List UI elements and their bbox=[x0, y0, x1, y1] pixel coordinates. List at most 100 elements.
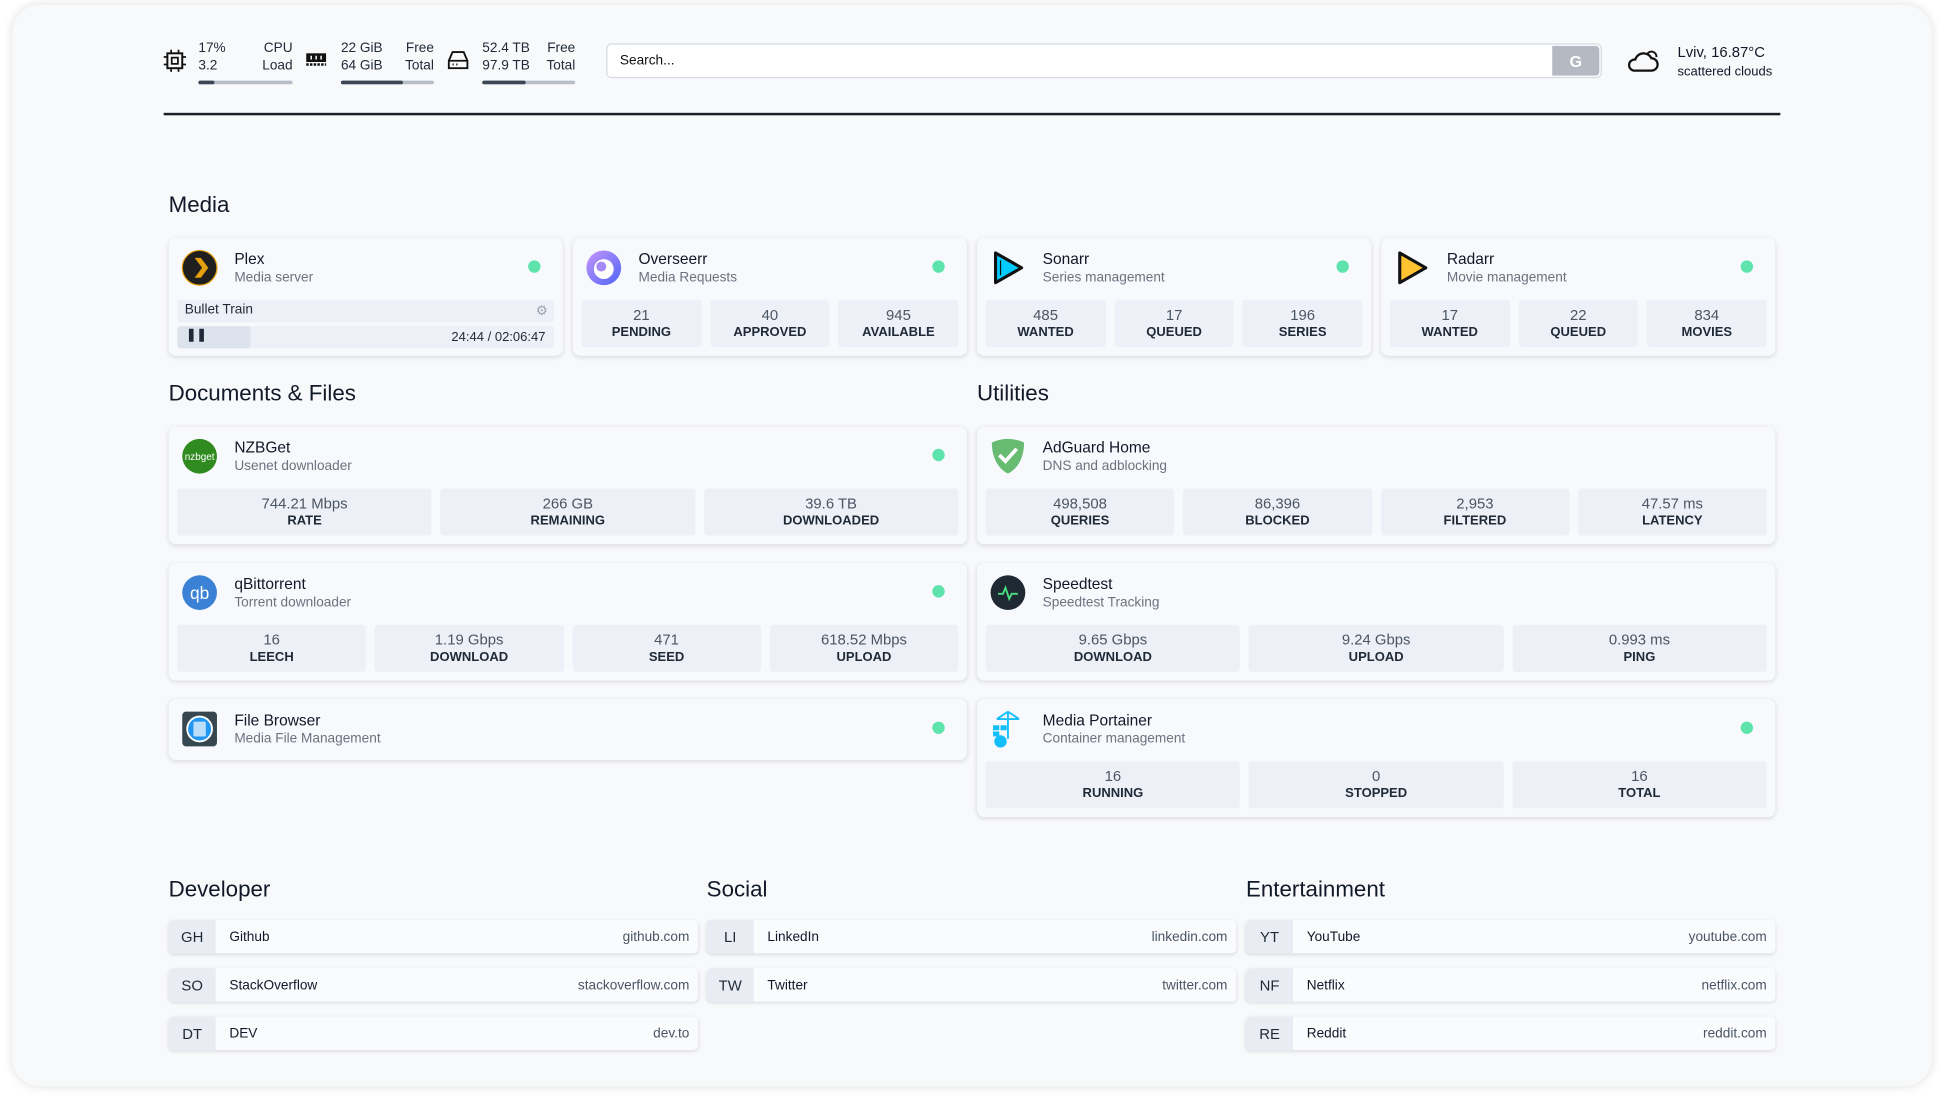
plex-icon bbox=[181, 249, 218, 286]
stat-label: SEED bbox=[648, 649, 685, 665]
stat-label: QUERIES bbox=[1050, 513, 1110, 529]
stat-value: 39.6 TB bbox=[805, 494, 857, 513]
link-url: linkedin.com bbox=[1151, 929, 1228, 945]
link-abbrev: NF bbox=[1245, 968, 1294, 1002]
cpu-bar bbox=[198, 80, 293, 85]
card-file-browser[interactable]: File Browser Media File Management bbox=[168, 699, 968, 760]
link-name: DEV bbox=[229, 1026, 258, 1042]
playback-time: 24:44 / 02:06:47 bbox=[451, 329, 546, 345]
stat-pending: 21 PENDING bbox=[581, 300, 702, 348]
card-sonarr[interactable]: Sonarr Series management 485 WANTED 17 QUEU… bbox=[976, 238, 1372, 356]
link-reddit[interactable]: RE Reddit reddit.com bbox=[1245, 1016, 1776, 1051]
card-qbittorrent[interactable]: qb qBittorrent Torrent downloader 16 LEEC… bbox=[168, 562, 968, 681]
link-abbrev: YT bbox=[1245, 919, 1294, 954]
section-documents: Documents & Files bbox=[168, 380, 356, 406]
link-linkedin[interactable]: LI LinkedIn linkedin.com bbox=[706, 919, 1237, 954]
link-github[interactable]: GH Github github.com bbox=[168, 919, 699, 954]
section-social: Social bbox=[706, 876, 768, 902]
stat-total: 16 TOTAL bbox=[1512, 761, 1767, 809]
link-netflix[interactable]: NF Netflix netflix.com bbox=[1245, 968, 1776, 1002]
ram-free: 22 GiB bbox=[340, 40, 383, 56]
ram-total: 64 GiB bbox=[340, 58, 383, 74]
app-name: Speedtest bbox=[1042, 575, 1113, 593]
app-subtitle: Media server bbox=[234, 270, 314, 286]
overseerr-icon bbox=[586, 250, 622, 286]
stat-value: 40 bbox=[761, 306, 779, 324]
link-name: Netflix bbox=[1306, 978, 1345, 994]
pause-icon[interactable]: ❚❚ bbox=[185, 328, 207, 343]
card-speedtest[interactable]: Speedtest Speedtest Tracking 9.65 Gbps DO… bbox=[976, 562, 1776, 681]
stat-label: RATE bbox=[287, 513, 322, 529]
weather-location: Lviv, 16.87°C bbox=[1677, 43, 1766, 61]
link-name: StackOverflow bbox=[229, 978, 318, 994]
ram-total-label: Total bbox=[405, 58, 434, 74]
svg-text:nzbget: nzbget bbox=[185, 452, 215, 463]
section-entertainment: Entertainment bbox=[1245, 876, 1385, 902]
stat-label: DOWNLOAD bbox=[1073, 649, 1152, 665]
link-twitter[interactable]: TW Twitter twitter.com bbox=[706, 968, 1237, 1002]
link-name: Reddit bbox=[1306, 1026, 1347, 1042]
stat-stopped: 0 STOPPED bbox=[1248, 761, 1504, 809]
stat-upload: 9.24 Gbps UPLOAD bbox=[1248, 624, 1504, 672]
disk-free-label: Free bbox=[547, 40, 576, 56]
progress-fill bbox=[177, 326, 251, 349]
card-plex[interactable]: Plex Media server Bullet Train ⚙ ❚❚ 24:4… bbox=[168, 238, 563, 356]
stat-value: 9.24 Gbps bbox=[1341, 631, 1411, 649]
link-url: stackoverflow.com bbox=[577, 978, 690, 994]
card-portainer[interactable]: Media Portainer Container management 16 R… bbox=[976, 699, 1776, 818]
link-youtube[interactable]: YT YouTube youtube.com bbox=[1245, 919, 1776, 954]
stats: 17 WANTED 22 QUEUED 834 MOVIES bbox=[1389, 300, 1767, 348]
stat-download: 1.19 Gbps DOWNLOAD bbox=[374, 624, 564, 672]
stat-label: DOWNLOAD bbox=[430, 649, 509, 665]
now-playing: Bullet Train ⚙ bbox=[177, 300, 555, 323]
card-adguard[interactable]: AdGuard Home DNS and adblocking 498,508 Q… bbox=[976, 426, 1776, 545]
link-abbrev: GH bbox=[168, 919, 216, 954]
stat-queued: 22 QUEUED bbox=[1518, 300, 1639, 348]
stat-label: LATENCY bbox=[1642, 513, 1703, 529]
stat-label: QUEUED bbox=[1550, 324, 1607, 340]
stat-value: 744.21 Mbps bbox=[261, 494, 348, 513]
link-abbrev: DT bbox=[168, 1016, 216, 1051]
speedtest-icon bbox=[990, 575, 1026, 610]
cpu-label: CPU bbox=[263, 40, 293, 56]
cpu-load-value: 3.2 bbox=[198, 58, 218, 74]
stats: 498,508 QUERIES 86,396 BLOCKED 2,953 FILTERED… bbox=[985, 488, 1767, 536]
nzbget-icon: nzbget bbox=[182, 438, 217, 474]
link-name: YouTube bbox=[1306, 929, 1361, 945]
card-radarr[interactable]: Radarr Movie management 17 WANTED 22 QUEUED… bbox=[1381, 238, 1776, 356]
stats: 21 PENDING 40 APPROVED 945 AVAILABLE bbox=[581, 300, 959, 348]
stat-value: 17 bbox=[1441, 306, 1459, 324]
card-nzbget[interactable]: nzbget NZBGet Usenet downloader 744.21 M… bbox=[168, 426, 968, 545]
stat-label: SERIES bbox=[1278, 324, 1327, 340]
search-input[interactable]: Search... G bbox=[606, 43, 1602, 79]
stats: 16 RUNNING 0 STOPPED 16 TOTAL bbox=[985, 761, 1767, 809]
stat-movies: 834 MOVIES bbox=[1646, 300, 1767, 348]
stat-upload: 618.52 Mbps UPLOAD bbox=[769, 624, 959, 672]
disk-bar bbox=[482, 80, 576, 85]
stat-value: 266 GB bbox=[542, 494, 594, 513]
link-abbrev: TW bbox=[706, 968, 754, 1002]
app-name: Radarr bbox=[1446, 250, 1495, 268]
ram-icon bbox=[306, 53, 327, 66]
stat-value: 2,953 bbox=[1456, 494, 1494, 513]
stat-value: 16 bbox=[1631, 767, 1648, 785]
stat-label: UPLOAD bbox=[836, 649, 892, 665]
disk-icon bbox=[447, 51, 469, 70]
stat-wanted: 17 WANTED bbox=[1389, 300, 1510, 348]
settings-icon[interactable]: ⚙ bbox=[535, 303, 548, 319]
ram-free-label: Free bbox=[405, 40, 434, 56]
stat-label: MOVIES bbox=[1681, 324, 1733, 340]
link-dev[interactable]: DT DEV dev.to bbox=[168, 1016, 699, 1051]
section-utilities: Utilities bbox=[976, 380, 1049, 406]
sonarr-icon bbox=[994, 251, 1024, 285]
stat-running: 16 RUNNING bbox=[985, 761, 1241, 809]
link-url: github.com bbox=[622, 929, 690, 945]
playback-progress[interactable]: ❚❚ 24:44 / 02:06:47 bbox=[177, 326, 555, 349]
app-subtitle: Usenet downloader bbox=[234, 458, 352, 474]
link-stackoverflow[interactable]: SO StackOverflow stackoverflow.com bbox=[168, 968, 699, 1002]
card-overseerr[interactable]: Overseerr Media Requests 21 PENDING 40 APPR… bbox=[572, 238, 968, 356]
stat-label: WANTED bbox=[1017, 324, 1074, 340]
search-button[interactable]: G bbox=[1552, 45, 1600, 76]
radarr-icon bbox=[1398, 251, 1428, 285]
stat-queued: 17 QUEUED bbox=[1114, 300, 1235, 348]
